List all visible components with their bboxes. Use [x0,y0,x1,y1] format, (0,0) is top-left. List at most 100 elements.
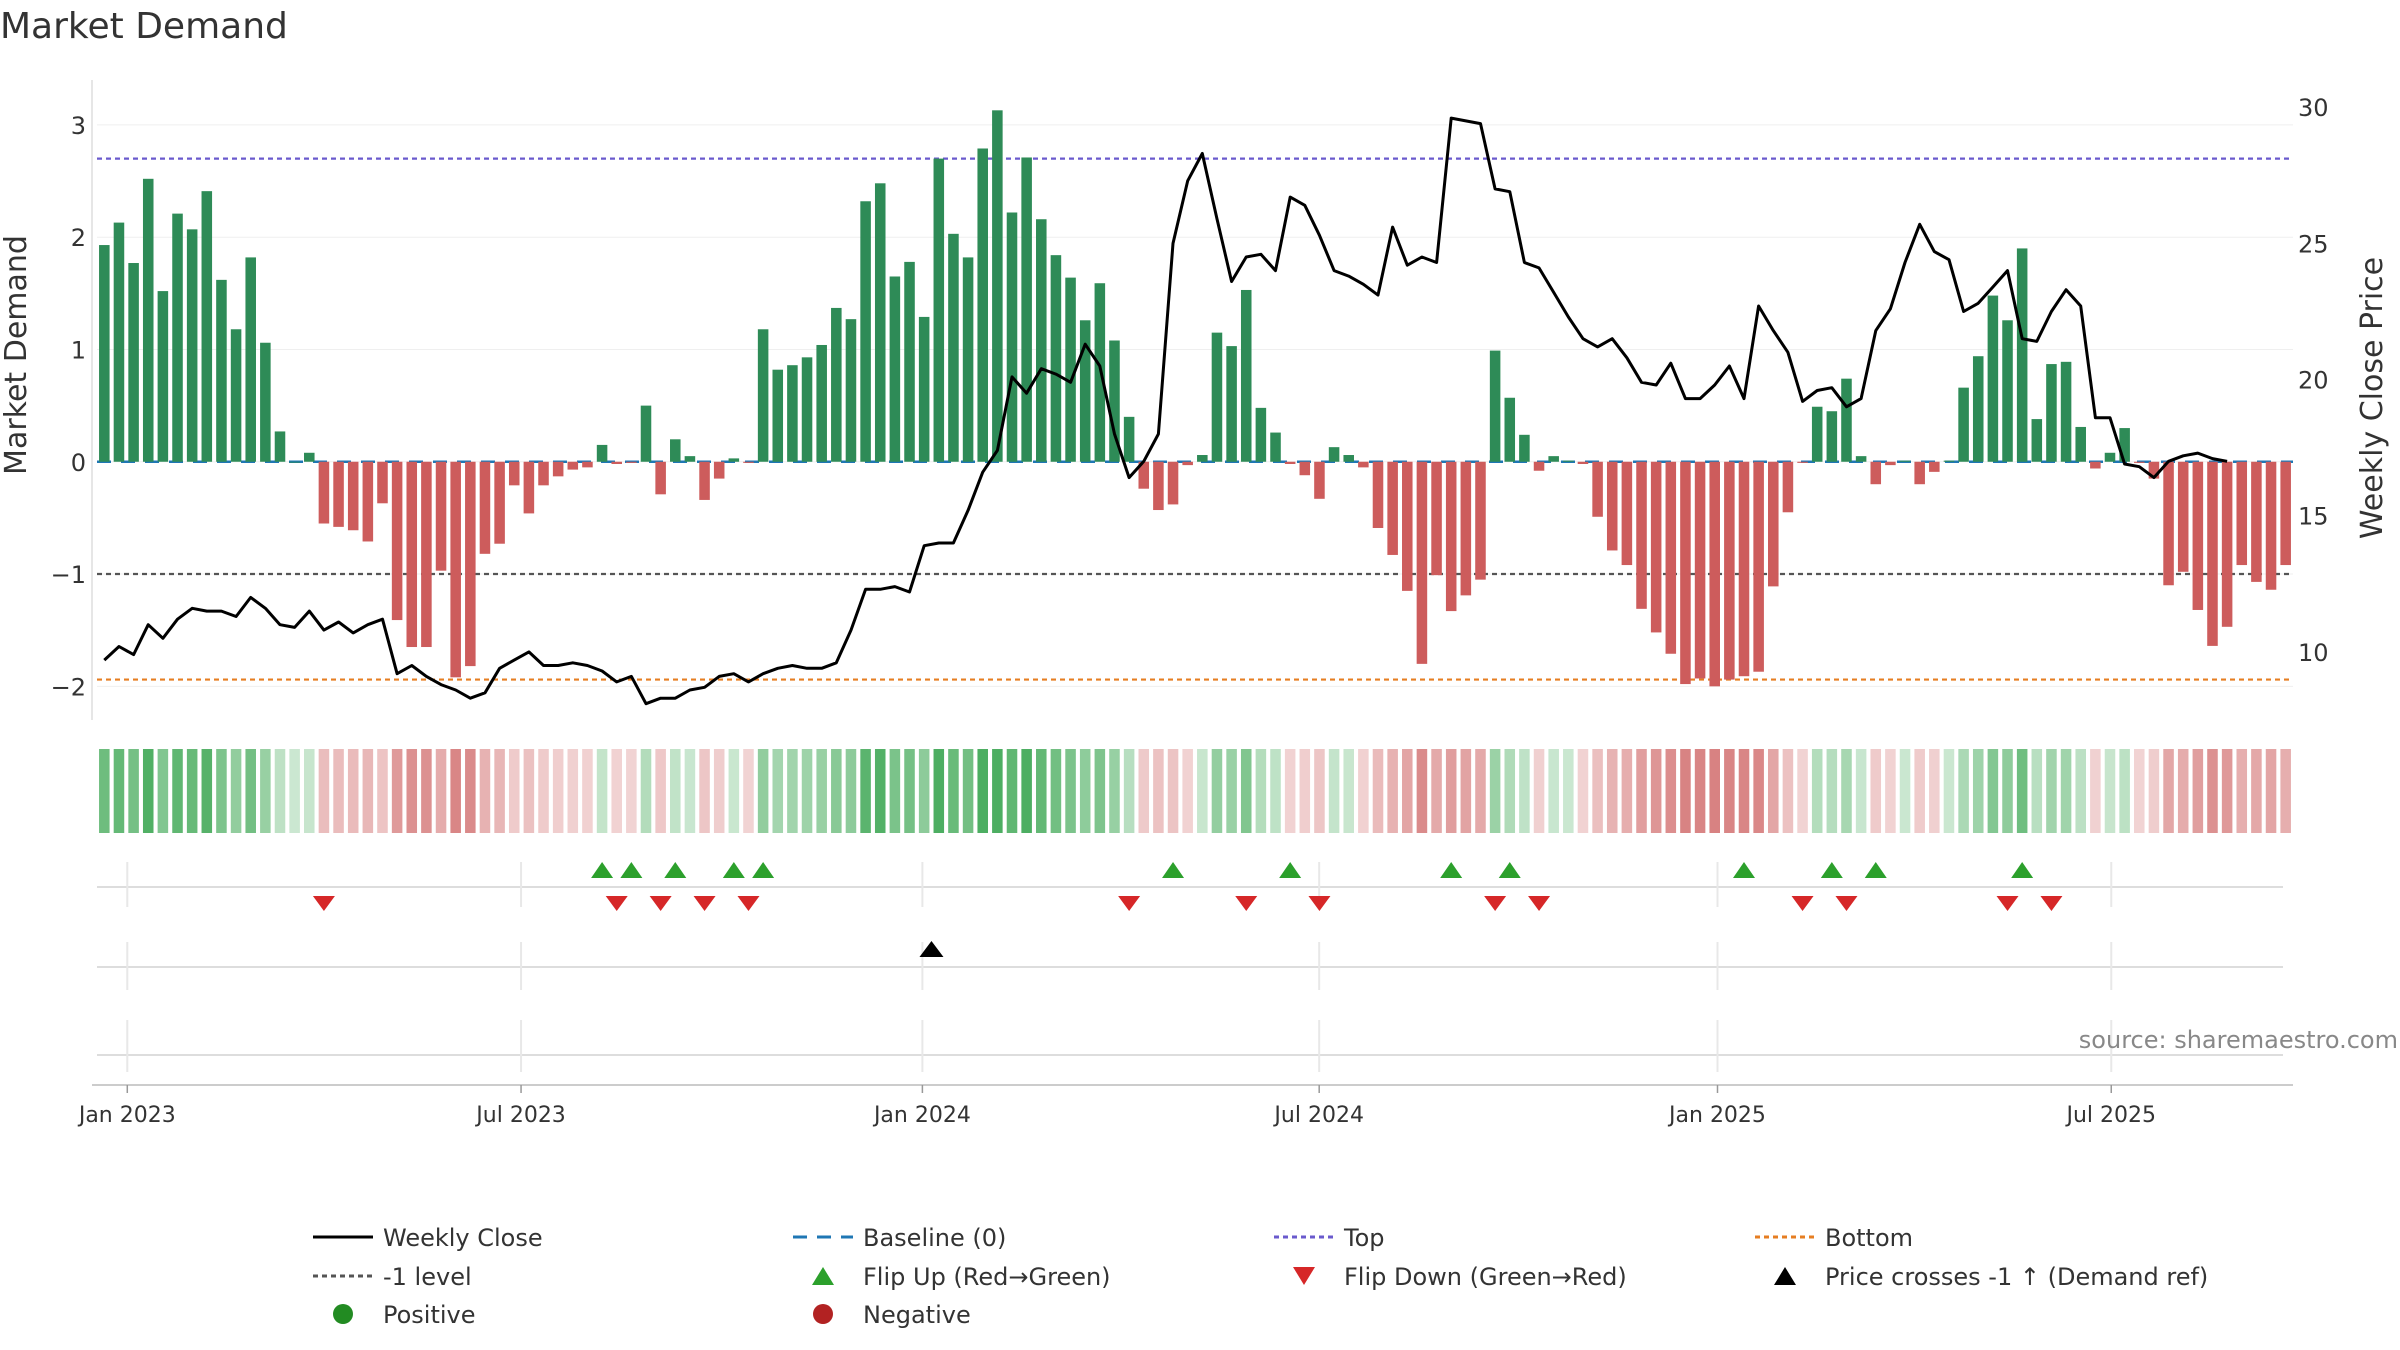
demand-bar [904,261,915,462]
legend-label: Baseline (0) [863,1224,1006,1252]
demand-bar [1284,461,1296,464]
heat-cell [274,749,286,833]
heat-cell [1182,749,1193,833]
heat-cell [1650,749,1662,833]
heat-cell [1006,749,1018,833]
x-tick-label: Jan 2025 [1667,1103,1766,1128]
heat-cell [333,749,344,833]
demand-bar [347,461,359,531]
demand-bar [992,110,1003,462]
demand-bar [260,342,271,462]
heat-cell [948,749,959,833]
demand-bar [1577,461,1589,464]
heat-cell [1768,749,1779,833]
heat-cell [2207,749,2218,833]
demand-bar [1167,461,1179,505]
demand-bar [1870,461,1882,485]
legend-entry: Bottom [1755,1224,1913,1252]
demand-bar [1197,455,1208,462]
demand-bar [1519,434,1530,462]
demand-bar [186,229,198,462]
heat-cell [1738,749,1750,833]
heat-cell [421,749,432,833]
flip-down-marker [1484,896,1507,911]
heat-cell [2192,749,2204,833]
heat-cell [1680,749,1691,833]
demand-bar [2046,364,2057,462]
legend-label: Negative [863,1301,971,1329]
heat-cell [479,749,491,833]
y2-axis-ticks: 30 25 20 15 10 [2298,94,2329,667]
legend-triangle-down-icon [1293,1267,1315,1285]
heat-cell [377,749,388,833]
heat-cell [1724,749,1735,833]
flip-up-marker [1498,862,1521,878]
demand-bar [655,461,666,495]
heat-cell [128,749,139,833]
heat-cell [362,749,374,833]
heat-cell [1826,749,1838,833]
heat-cell [2236,749,2248,833]
legend-entry: Flip Up (Red→Green) [812,1263,1111,1291]
legend-entry: Price crosses -1 ↑ (Demand ref) [1774,1263,2208,1291]
heat-cell [2177,749,2189,833]
demand-bar [977,148,988,462]
flip-up-marker [2011,862,2034,878]
legend-entry: -1 level [313,1263,472,1291]
heat-cell [1943,749,1955,833]
heat-cell [2060,749,2072,833]
flip-up-marker [1162,862,1185,878]
heat-cell [450,749,461,833]
heat-cell [2075,749,2086,833]
heat-cell [1460,749,1472,833]
demand-bar [508,461,520,486]
flip-down-marker [1996,896,2019,911]
demand-bar [1724,461,1735,680]
heat-cell [2119,749,2130,833]
x-tick-label: Jul 2023 [474,1103,566,1128]
demand-bar [1606,461,1618,551]
heat-cell [1899,749,1911,833]
heat-cell [435,749,447,833]
demand-bar [860,201,871,462]
heat-cell [289,749,300,833]
demand-bar [1445,461,1457,612]
heat-cell [1445,749,1457,833]
demand-bar [1709,461,1720,687]
heat-cell [977,749,988,833]
demand-bar [552,461,564,477]
heat-cell [2002,749,2013,833]
heat-cell [1402,749,1413,833]
flip-down-marker [1528,896,1551,911]
demand-bar [1138,461,1150,489]
legend-circle-icon [813,1304,833,1324]
heat-cell [1753,749,1764,833]
heat-cell [1416,749,1428,833]
demand-bar [1943,460,1955,462]
demand-bar [1343,455,1354,462]
heat-cell [538,749,549,833]
heat-cell [1387,749,1398,833]
flip-up-marker [620,862,643,878]
heat-cell [1021,749,1032,833]
demand-bar [99,245,110,462]
heat-cell [391,749,403,833]
flip-up-marker [1820,862,1843,878]
heat-cell [962,749,974,833]
flip-down-marker [693,896,716,911]
heat-cell [2251,749,2262,833]
demand-bar [1621,461,1633,566]
y-tick-label: −1 [51,561,86,589]
demand-bar [596,444,608,462]
y2-tick-label: 10 [2298,639,2329,667]
legend-entry: Negative [813,1301,971,1329]
demand-bar [1987,295,1999,462]
heat-cell [2148,749,2160,833]
demand-bar [1826,411,1838,462]
demand-bar [435,461,447,571]
heat-cell [1094,749,1106,833]
heat-cell [186,749,198,833]
heat-cell [1270,749,1281,833]
demand-bar [1402,461,1413,591]
heat-cell [157,749,169,833]
